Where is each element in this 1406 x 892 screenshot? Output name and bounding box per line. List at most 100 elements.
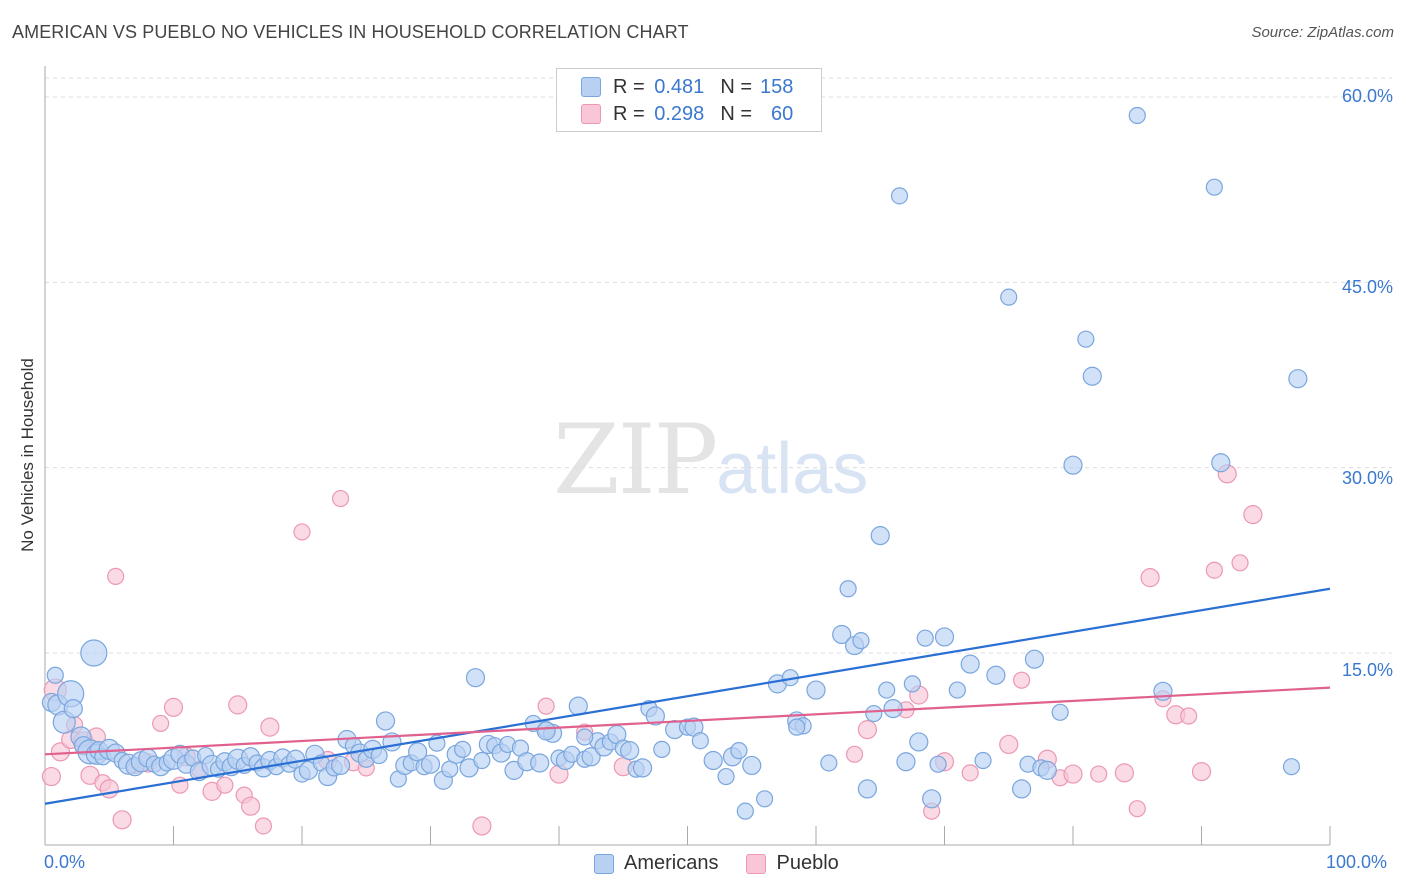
y-tick-label: 45.0%: [1341, 277, 1393, 297]
american-point: [536, 721, 556, 741]
pueblo-point: [228, 695, 248, 715]
american-point: [730, 742, 748, 760]
american-point: [1205, 178, 1223, 196]
american-point: [755, 790, 774, 808]
american-point: [883, 698, 903, 719]
pueblo-point: [216, 776, 234, 794]
pueblo-point: [50, 742, 71, 762]
american-point: [330, 755, 351, 776]
american-point: [1000, 288, 1018, 306]
watermark: ZIPatlas: [553, 404, 868, 516]
legend-row-pueblo: R = 0.298 N = 60: [581, 102, 793, 126]
american-point: [865, 704, 883, 723]
pueblo-point: [254, 817, 273, 835]
pueblo-point: [1205, 561, 1223, 579]
american-point: [870, 526, 890, 546]
pueblo-point: [241, 796, 261, 816]
pueblo-n-label: N =: [720, 102, 752, 125]
pueblo-point: [999, 734, 1019, 755]
pueblo-point: [1090, 765, 1108, 783]
american-point: [1128, 106, 1146, 125]
american-point: [929, 755, 947, 773]
american-point: [742, 755, 762, 776]
americans-trend-line: [44, 587, 1331, 805]
american-point: [839, 580, 857, 598]
american-point: [717, 767, 735, 786]
american-point: [903, 675, 921, 693]
american-point: [878, 681, 896, 699]
american-point: [620, 741, 640, 761]
x-tick-label-max: 100.0%: [1326, 852, 1388, 872]
american-point: [691, 732, 709, 750]
series-legend: Americans Pueblo: [594, 852, 867, 875]
pueblo-point: [152, 714, 170, 733]
american-point: [806, 680, 826, 700]
pueblo-point: [99, 779, 119, 799]
american-point: [852, 632, 870, 650]
american-point: [934, 627, 955, 647]
pueblo-point: [1114, 763, 1135, 783]
american-point: [788, 718, 806, 736]
american-point: [820, 754, 838, 772]
american-point: [890, 187, 909, 205]
american-point: [370, 746, 388, 765]
y-tick-label: 30.0%: [1341, 468, 1393, 488]
watermark-atlas: atlas: [716, 429, 869, 509]
pueblo-point: [961, 764, 979, 782]
pueblo-point: [845, 745, 864, 763]
pueblo-point: [1012, 671, 1031, 689]
pueblo-point: [331, 489, 350, 508]
american-point: [1063, 455, 1083, 475]
american-point: [465, 668, 486, 688]
pueblo-point: [1191, 762, 1212, 782]
american-point: [454, 740, 472, 758]
american-point: [1082, 366, 1102, 386]
pueblo-n-value: 60: [771, 102, 794, 125]
american-point: [948, 681, 966, 699]
american-point: [916, 629, 934, 647]
american-point: [473, 751, 491, 770]
y-tick-label: 15.0%: [1341, 660, 1393, 680]
pueblo-point: [1231, 554, 1249, 572]
american-point: [408, 742, 428, 762]
watermark-zip: ZIP: [553, 404, 718, 516]
american-point: [986, 665, 1006, 685]
american-point: [375, 711, 396, 731]
pueblo-point: [163, 697, 184, 717]
pueblo-point: [41, 766, 62, 787]
pueblo-trend-line: [44, 686, 1331, 756]
pueblo-point: [1063, 764, 1083, 784]
american-point: [420, 754, 441, 774]
pueblo-point: [857, 720, 878, 740]
american-point: [80, 639, 108, 667]
american-point: [581, 747, 601, 767]
american-point: [832, 624, 852, 645]
pueblo-point: [293, 523, 311, 541]
american-point: [1051, 703, 1069, 721]
american-point: [974, 751, 992, 770]
americans-swatch: [581, 77, 601, 97]
correlation-legend: R = 0.481 N = 158 R = 0.298 N = 60: [556, 68, 822, 132]
y-axis-label: No Vehicles in Household: [18, 358, 37, 552]
american-point: [645, 706, 665, 726]
pueblo-r-label: R =: [613, 102, 645, 125]
americans-n-label: N =: [720, 75, 752, 98]
pueblo-point: [1243, 505, 1263, 525]
american-point: [63, 698, 83, 719]
american-point: [1282, 758, 1301, 776]
american-point: [1024, 649, 1045, 669]
american-point: [653, 740, 671, 758]
pueblo-legend-swatch: [746, 853, 767, 874]
american-point: [632, 758, 653, 778]
americans-legend-swatch: [594, 853, 614, 874]
x-tick-label-min: 0.0%: [44, 852, 86, 872]
american-point: [530, 753, 550, 773]
pueblo-point: [472, 816, 492, 836]
chart-title: AMERICAN VS PUEBLO NO VEHICLES IN HOUSEH…: [12, 22, 689, 42]
y-tick-label: 60.0%: [1341, 86, 1393, 106]
pueblo-r-value: 0.298: [654, 102, 705, 125]
american-point: [896, 752, 916, 772]
american-point: [1288, 369, 1308, 389]
american-point: [576, 728, 594, 746]
